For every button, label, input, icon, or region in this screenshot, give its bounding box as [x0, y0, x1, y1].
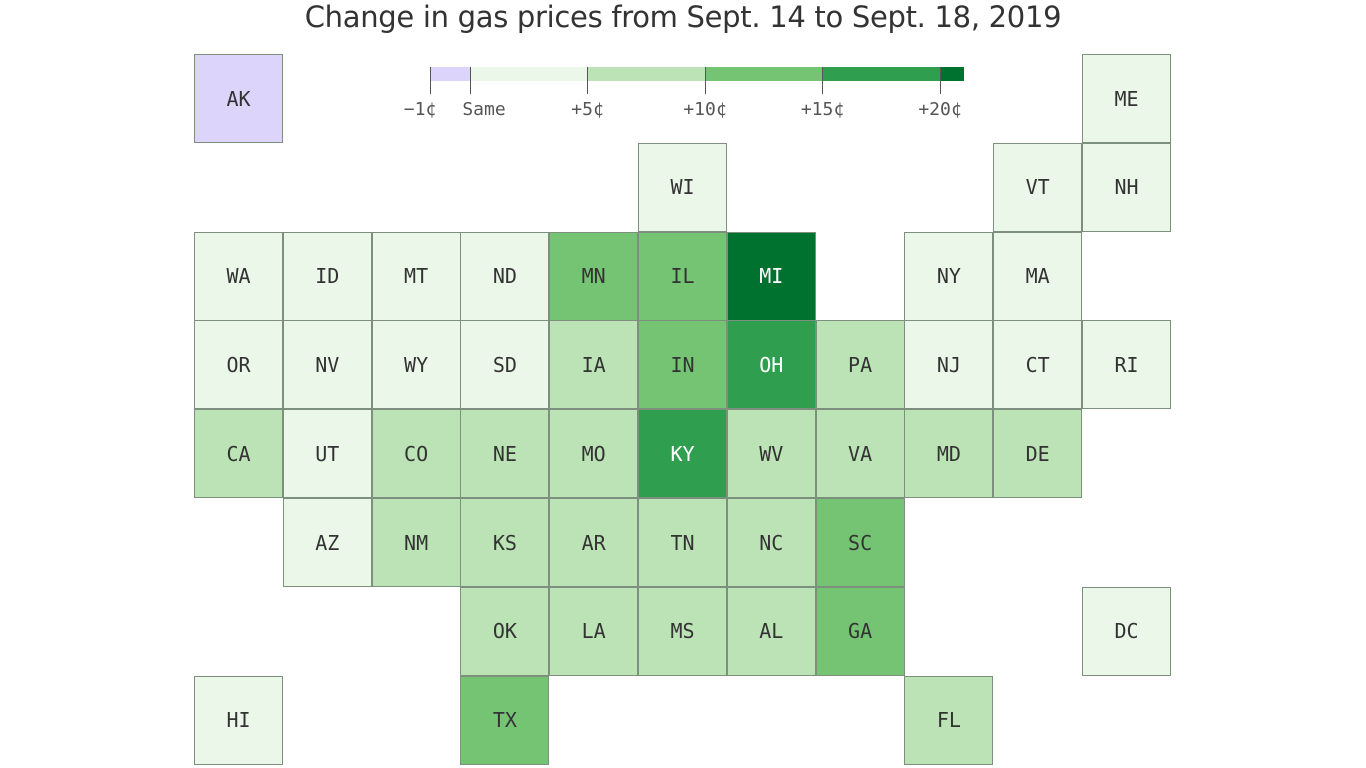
state-tile-la: LA [549, 586, 639, 676]
legend-swatch-plus10 [705, 67, 823, 81]
legend-swatch-same [470, 67, 588, 81]
state-tile-de: DE [993, 409, 1083, 499]
state-tile-va: VA [815, 409, 905, 499]
state-tile-nv: NV [282, 320, 372, 410]
state-tile-vt: VT [993, 142, 1083, 232]
legend-tick-label: +15¢ [800, 99, 845, 120]
legend-tick-label: +10¢ [683, 99, 727, 120]
state-tile-ak: AK [194, 54, 283, 143]
state-tile-in: IN [638, 320, 727, 410]
state-tile-dc: DC [1082, 586, 1171, 676]
legend-tick-label: +20¢ [918, 99, 962, 120]
legend-tick-label: −1¢ [403, 99, 437, 120]
state-tile-or: OR [194, 320, 283, 410]
state-tile-wa: WA [194, 231, 283, 321]
state-tile-tn: TN [638, 498, 727, 587]
state-tile-wi: WI [638, 142, 727, 232]
state-tile-ne: NE [460, 409, 550, 499]
color-legend: −1¢ Same +5¢ +10¢ +15¢ +20¢ [0, 0, 1366, 130]
state-tile-ia: IA [549, 320, 639, 410]
state-tile-ri: RI [1082, 320, 1171, 410]
legend-swatch-plus15 [822, 67, 940, 81]
state-tile-tx: TX [460, 675, 550, 765]
state-tile-ga: GA [815, 586, 905, 676]
state-tile-nc: NC [726, 498, 816, 587]
state-tile-nj: NJ [904, 320, 994, 410]
state-tile-pa: PA [815, 320, 905, 410]
state-tile-hi: HI [194, 675, 283, 765]
state-tile-mn: MN [549, 231, 639, 321]
state-tile-sd: SD [460, 320, 550, 410]
state-tile-ct: CT [993, 320, 1083, 410]
legend-swatch-lower [430, 67, 470, 81]
state-tile-ok: OK [460, 586, 550, 676]
state-tile-wv: WV [726, 409, 816, 499]
state-tile-oh: OH [726, 320, 816, 410]
state-tile-fl: FL [904, 675, 994, 765]
legend-tick [469, 67, 471, 94]
state-tile-wy: WY [371, 320, 461, 410]
state-tile-id: ID [282, 231, 372, 321]
state-tile-ks: KS [460, 498, 550, 587]
state-tile-mi: MI [726, 231, 816, 321]
legend-tick [429, 67, 431, 94]
state-tile-me: ME [1082, 54, 1171, 143]
state-tile-nd: ND [460, 231, 550, 321]
legend-tick [939, 67, 941, 94]
legend-swatch-plus5 [587, 67, 705, 81]
state-tile-nm: NM [371, 498, 461, 587]
state-tile-al: AL [726, 586, 816, 676]
state-tile-mt: MT [371, 231, 461, 321]
legend-tick-label: Same [462, 99, 506, 120]
legend-tick [822, 67, 823, 94]
legend-tick-label: +5¢ [571, 99, 604, 120]
state-tile-ky: KY [638, 409, 727, 499]
state-tile-md: MD [904, 409, 994, 499]
map-title: Change in gas prices from Sept. 14 to Se… [304, 0, 1062, 34]
state-tile-ca: CA [194, 409, 283, 499]
state-tile-ar: AR [549, 498, 639, 587]
state-tile-mo: MO [549, 409, 639, 499]
legend-tick [704, 67, 706, 94]
state-tile-co: CO [371, 409, 461, 499]
legend-tick [587, 67, 588, 94]
state-tile-ny: NY [904, 231, 994, 321]
state-tile-ma: MA [993, 231, 1083, 321]
state-tile-ms: MS [638, 586, 727, 676]
state-tile-ut: UT [282, 409, 372, 499]
state-tile-az: AZ [282, 498, 372, 587]
legend-swatch-plus20 [940, 67, 964, 81]
state-tile-sc: SC [815, 498, 905, 587]
state-tile-nh: NH [1082, 142, 1171, 232]
state-tile-il: IL [638, 231, 727, 321]
